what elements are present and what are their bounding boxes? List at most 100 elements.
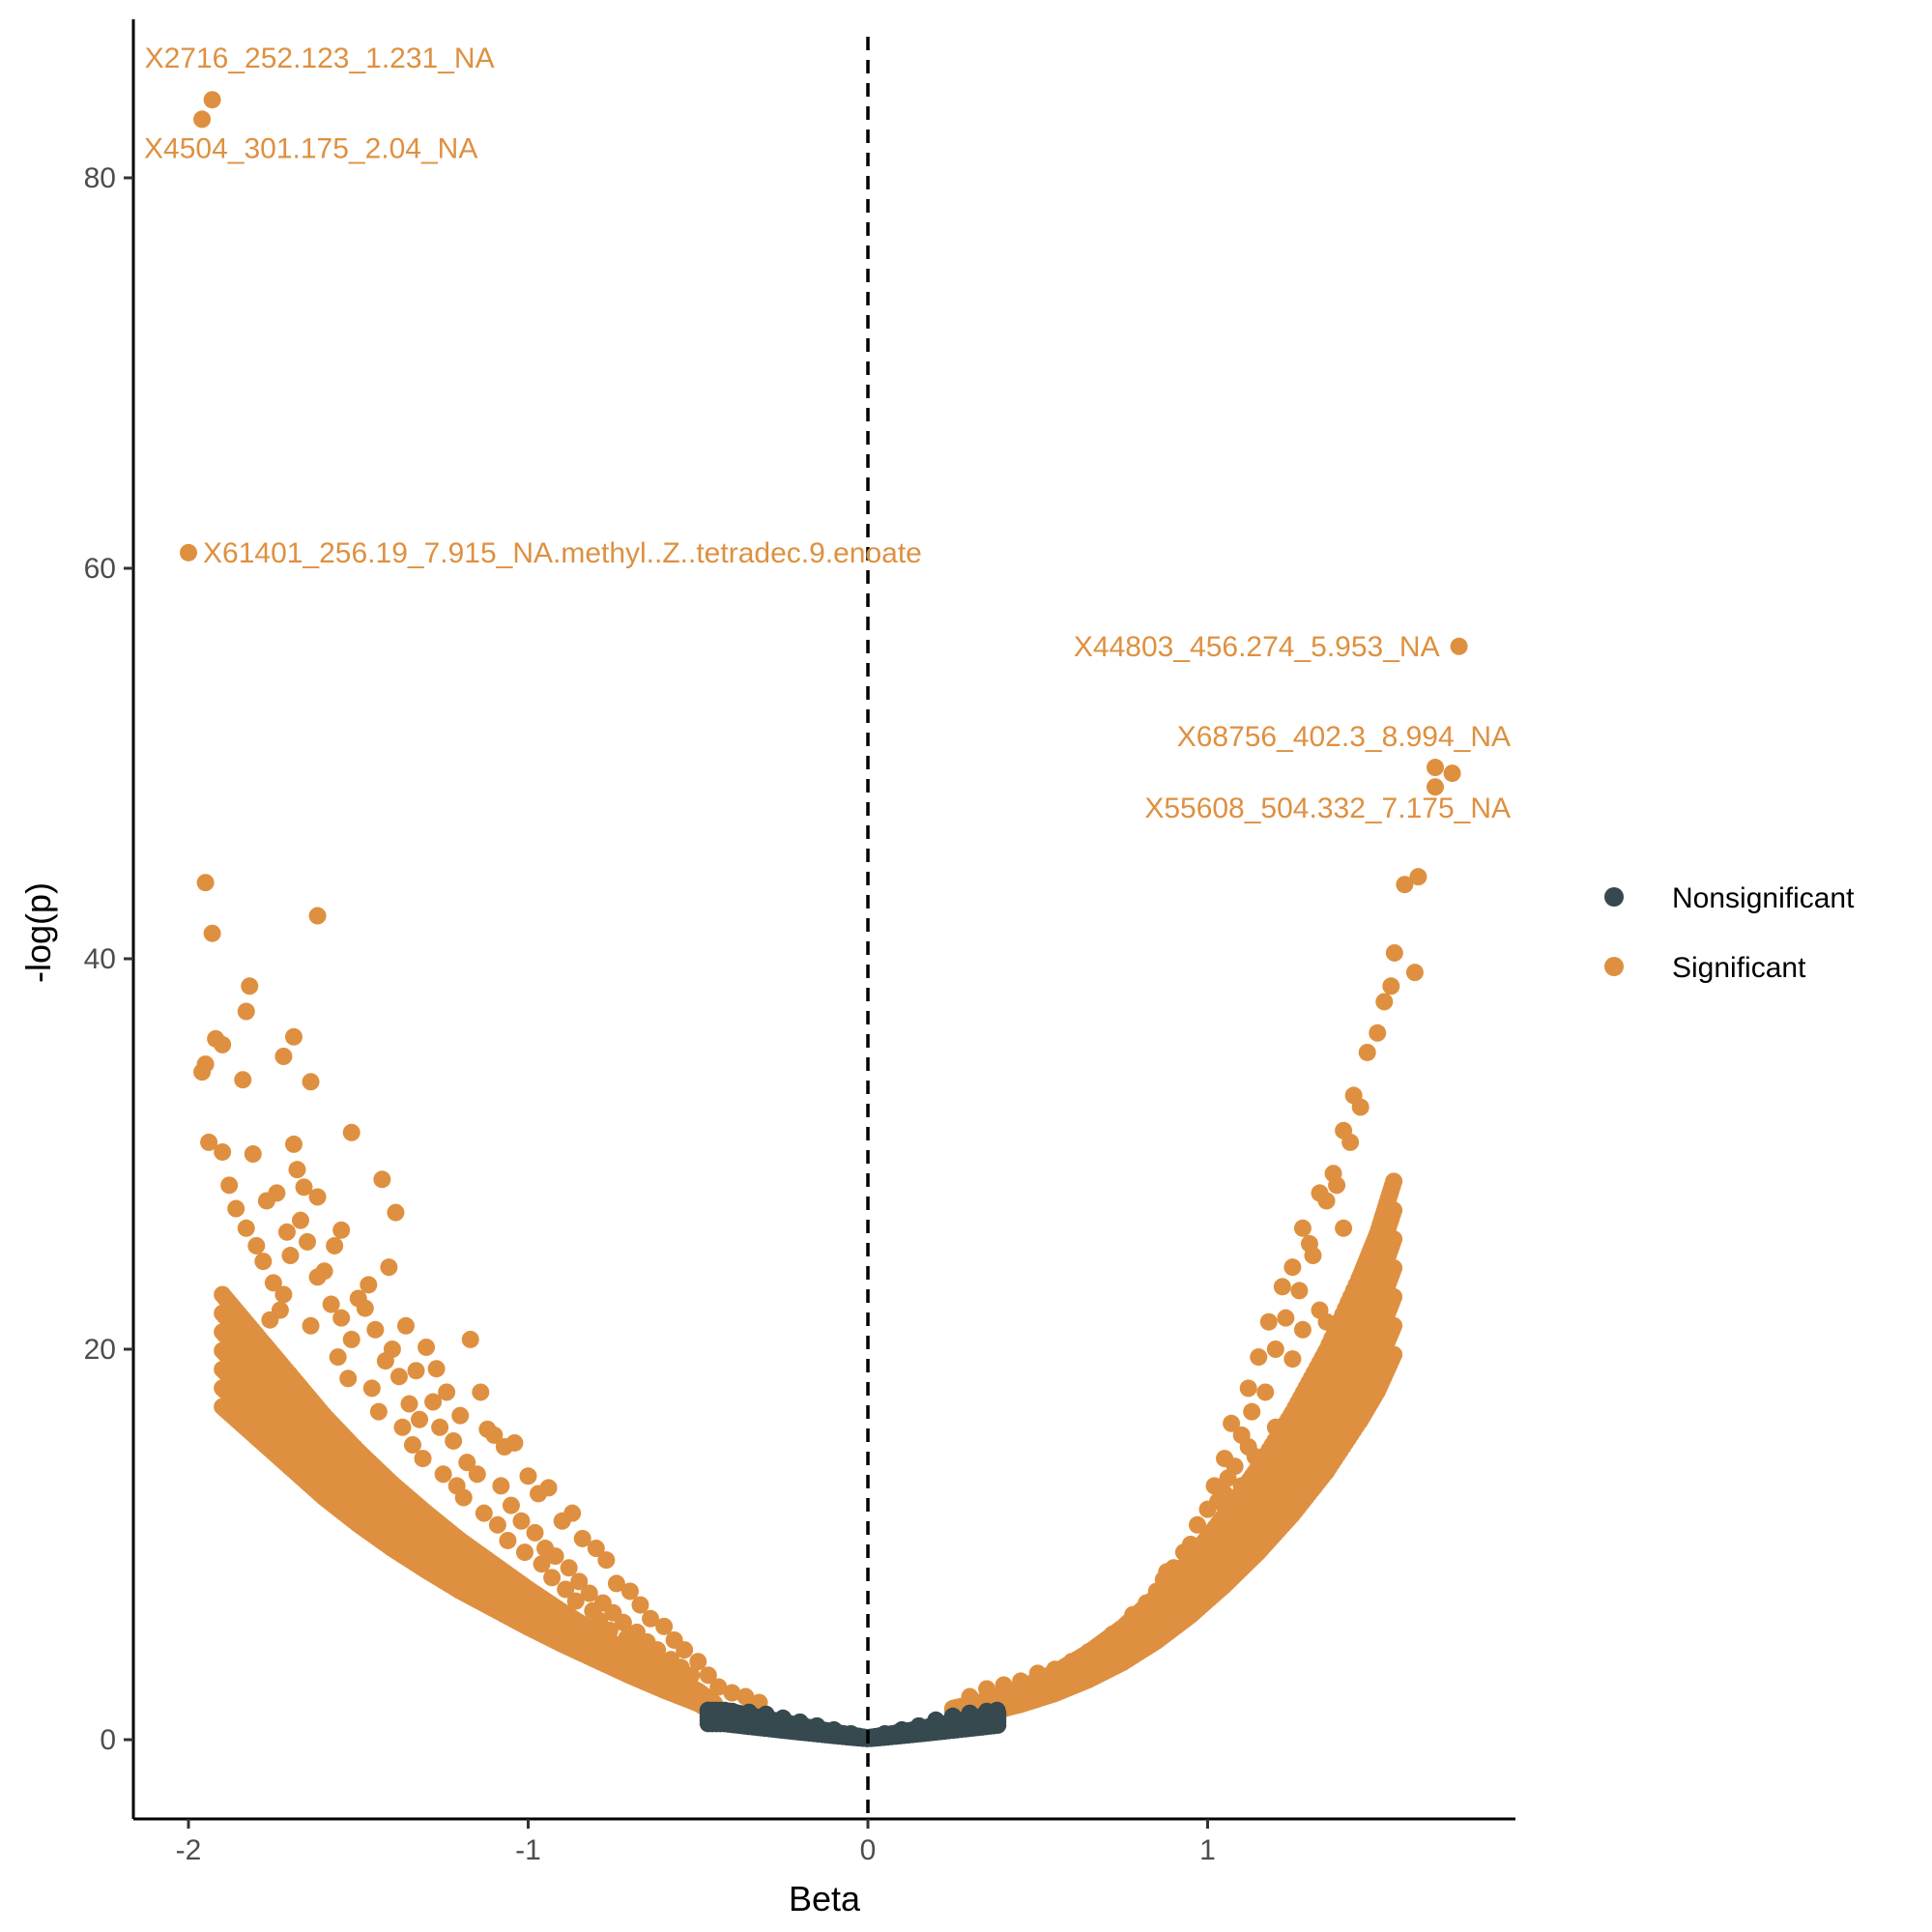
- significant-point: [241, 977, 259, 995]
- significant-point: [689, 1653, 707, 1671]
- nonsignificant-point: [824, 1720, 843, 1739]
- significant-point: [261, 1311, 279, 1329]
- point-annotation-label: X68756_402.3_8.994_NA: [1177, 721, 1511, 753]
- significant-point: [220, 1176, 239, 1195]
- significant-point: [349, 1289, 367, 1308]
- significant-point: [600, 1621, 619, 1639]
- significant-point: [478, 1420, 497, 1438]
- significant-point: [1335, 1219, 1353, 1237]
- significant-point: [445, 1431, 463, 1450]
- significant-point: [383, 1341, 401, 1358]
- significant-point: [1246, 1448, 1264, 1466]
- significant-point: [723, 1684, 741, 1702]
- significant-point: [655, 1617, 674, 1635]
- nonsignificant-point: [757, 1705, 775, 1723]
- significant-point: [649, 1641, 667, 1659]
- significant-point: [227, 1199, 245, 1218]
- significant-point: [1259, 1312, 1278, 1331]
- nonsignificant-point: [943, 1707, 962, 1725]
- significant-point: [1293, 1219, 1312, 1237]
- significant-point: [1328, 1332, 1346, 1350]
- significant-point: [308, 907, 327, 925]
- significant-point: [264, 1274, 282, 1292]
- significant-point: [277, 1223, 296, 1241]
- significant-point: [369, 1402, 388, 1421]
- significant-point: [651, 1655, 670, 1673]
- nonsignificant-point: [842, 1724, 860, 1743]
- significant-point: [247, 1236, 266, 1254]
- significant-point: [418, 1338, 436, 1356]
- significant-point: [1385, 1258, 1403, 1277]
- significant-point: [1273, 1278, 1291, 1296]
- significant-point: [1232, 1477, 1251, 1495]
- significant-point: [1171, 1574, 1190, 1593]
- significant-point: [1266, 1418, 1284, 1436]
- significant-point: [1427, 778, 1445, 796]
- data-points: [180, 91, 1468, 1747]
- significant-point: [607, 1574, 625, 1593]
- significant-point: [332, 1221, 351, 1239]
- nonsignificant-point: [723, 1702, 741, 1720]
- significant-point: [597, 1551, 616, 1570]
- significant-point: [1375, 993, 1394, 1011]
- y-axis-title: -log(p): [18, 882, 58, 983]
- significant-point: [1369, 1024, 1387, 1042]
- legend-label: Nonsignificant: [1672, 882, 1855, 914]
- y-tick-label: 0: [100, 1724, 116, 1756]
- significant-point: [566, 1592, 585, 1610]
- nonsignificant-point: [739, 1703, 758, 1721]
- significant-point: [1351, 1098, 1370, 1116]
- significant-point: [1385, 1287, 1403, 1306]
- significant-point: [1396, 876, 1414, 894]
- significant-point: [366, 1320, 385, 1339]
- nonsignificant-point: [927, 1711, 945, 1729]
- significant-point: [492, 1477, 510, 1495]
- significant-point: [451, 1406, 470, 1425]
- significant-point: [1080, 1643, 1098, 1661]
- significant-point: [411, 1410, 429, 1428]
- significant-point: [1012, 1672, 1030, 1690]
- legend-swatch: [1604, 887, 1624, 907]
- y-tick-label: 20: [84, 1334, 116, 1366]
- significant-point: [1158, 1563, 1176, 1581]
- x-tick-label: -2: [176, 1834, 202, 1866]
- significant-point: [315, 1262, 333, 1281]
- significant-point: [961, 1687, 979, 1706]
- significant-point: [200, 1133, 218, 1151]
- significant-point: [322, 1295, 340, 1313]
- significant-point: [424, 1393, 443, 1411]
- significant-point: [1283, 1258, 1302, 1277]
- significant-point: [373, 1170, 391, 1189]
- significant-point: [254, 1253, 273, 1271]
- significant-point: [570, 1572, 589, 1591]
- significant-point: [1290, 1282, 1309, 1300]
- significant-point: [546, 1547, 564, 1566]
- point-annotation-label: X61401_256.19_7.915_NA.methyl..Z..tetrad…: [203, 537, 922, 569]
- x-tick-label: -1: [515, 1834, 541, 1866]
- significant-point: [1216, 1485, 1234, 1503]
- significant-point: [237, 1219, 255, 1237]
- point-annotation-label: X2716_252.123_1.231_NA: [145, 43, 495, 74]
- significant-point: [299, 1232, 317, 1251]
- significant-point: [257, 1192, 275, 1210]
- significant-point: [978, 1680, 996, 1698]
- significant-point: [1385, 1345, 1403, 1364]
- significant-point: [295, 1178, 313, 1197]
- significant-point: [1104, 1625, 1122, 1643]
- significant-point: [1266, 1341, 1284, 1358]
- significant-point: [1140, 1601, 1159, 1620]
- significant-point: [288, 1161, 306, 1179]
- significant-point: [1046, 1660, 1064, 1679]
- nonsignificant-point: [988, 1701, 1006, 1719]
- significant-point: [274, 1285, 293, 1304]
- significant-point: [512, 1512, 531, 1530]
- significant-point: [1317, 1192, 1336, 1210]
- significant-point: [699, 1666, 717, 1685]
- significant-point: [1311, 1301, 1329, 1319]
- significant-point: [196, 874, 215, 892]
- significant-point: [519, 1467, 537, 1485]
- nonsignificant-point: [808, 1716, 826, 1735]
- significant-point: [499, 1531, 517, 1549]
- significant-point: [326, 1236, 344, 1254]
- significant-point: [291, 1211, 309, 1229]
